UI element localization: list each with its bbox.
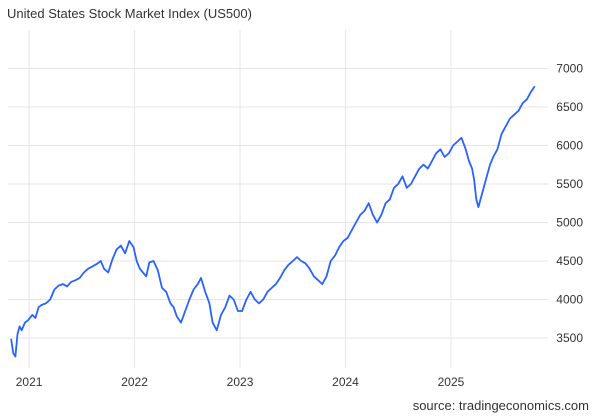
tick-label-layer: 3500 4000 4500 5000 5500 6000 6500 7000 2021 2022… bbox=[16, 61, 584, 389]
x-tick-label: 2024 bbox=[332, 375, 359, 389]
series-layer bbox=[10, 86, 536, 358]
y-tick-label: 6500 bbox=[556, 100, 583, 114]
y-tick-label: 6000 bbox=[556, 138, 583, 152]
chart-title: United States Stock Market Index (US500) bbox=[7, 6, 252, 21]
y-tick-label: 3500 bbox=[556, 331, 583, 345]
y-tick-label: 4500 bbox=[556, 254, 583, 268]
x-tick-label: 2023 bbox=[227, 375, 254, 389]
y-tick-label: 5000 bbox=[556, 215, 583, 229]
y-tick-label: 7000 bbox=[556, 61, 583, 75]
x-tick-label: 2022 bbox=[121, 375, 148, 389]
series-line bbox=[10, 86, 536, 358]
x-tick-label: 2025 bbox=[438, 375, 465, 389]
y-tick-label: 4000 bbox=[556, 292, 583, 306]
grid-layer bbox=[8, 30, 548, 368]
y-tick-label: 5500 bbox=[556, 177, 583, 191]
x-tick-label: 2021 bbox=[16, 375, 43, 389]
source-credit: source: tradingeconomics.com bbox=[412, 398, 589, 413]
